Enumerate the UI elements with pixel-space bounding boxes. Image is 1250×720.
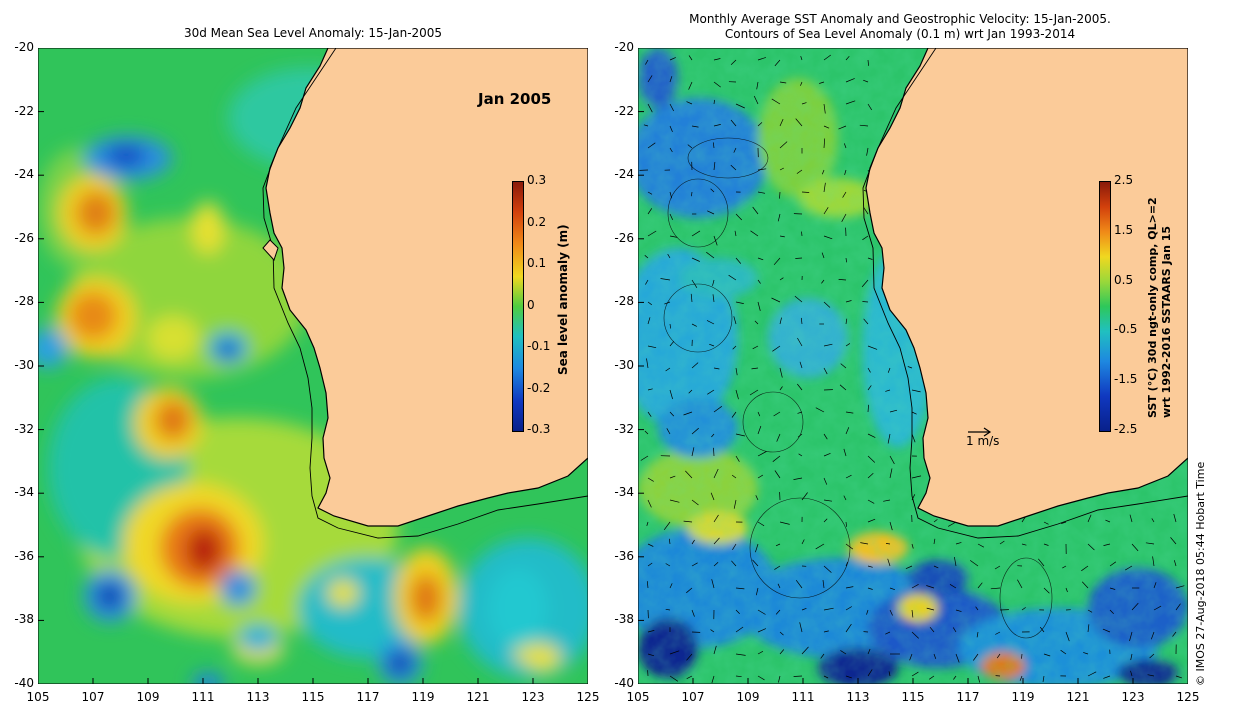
x-tick-label: 119: [411, 690, 435, 704]
right-map: [638, 48, 1188, 684]
colorbar-tick-label: 0: [527, 297, 535, 312]
y-tick-label: -22: [614, 103, 634, 118]
right-colorbar-label-line2: wrt 1992-2016 SSTAARS Jan 15: [1160, 225, 1173, 418]
y-tick-label: -20: [614, 40, 634, 54]
x-tick-label: 117: [956, 690, 980, 704]
y-tick-label: -36: [14, 548, 34, 563]
colorbar-tick-label: 0.1: [527, 256, 547, 270]
colorbar-tick-label: -1.5: [1114, 372, 1138, 387]
x-tick-label: 113: [846, 690, 870, 704]
x-tick-label: 119: [1011, 690, 1035, 704]
y-tick-label: -40: [14, 676, 34, 690]
velocity-scale-label: 1 m/s: [966, 434, 1000, 448]
y-tick-label: -38: [614, 612, 634, 627]
y-tick-label: -30: [14, 358, 34, 372]
y-tick-label: -32: [614, 421, 634, 436]
right-map-title-line2: Contours of Sea Level Anomaly (0.1 m) wr…: [724, 27, 1076, 41]
colorbar-tick-label: -2.5: [1114, 422, 1138, 436]
x-tick-label: 121: [1066, 690, 1090, 704]
y-tick-label: -22: [14, 103, 34, 118]
x-tick-label: 113: [246, 690, 270, 704]
y-tick-label: -26: [614, 230, 634, 245]
x-tick-label: 109: [736, 690, 760, 704]
y-tick-label: -28: [14, 294, 34, 309]
left-map: [38, 48, 588, 684]
x-tick-label: 111: [191, 690, 215, 704]
y-tick-label: -34: [14, 485, 34, 500]
colorbar-tick-label: 0.3: [527, 173, 547, 187]
colorbar-tick-label: 2.5: [1114, 173, 1134, 187]
credit-text: © IMOS 27-Aug-2018 05:44 Hobart Time: [1194, 461, 1207, 686]
colorbar-tick-label: -0.1: [527, 339, 551, 353]
left-colorbar: [512, 181, 524, 432]
x-tick-label: 123: [521, 690, 545, 704]
australia-land: [265, 48, 588, 527]
y-tick-label: -26: [14, 230, 34, 245]
left-map-title: 30d Mean Sea Level Anomaly: 15-Jan-2005: [183, 26, 443, 40]
colorbar-tick-label: 0.5: [1114, 272, 1134, 287]
right-colorbar-label-line1: SST (°C) 30d ngt-only comp, QL>=2: [1146, 197, 1159, 418]
y-tick-label: -20: [14, 40, 34, 54]
right-colorbar: [1099, 181, 1111, 432]
x-tick-label: 109: [136, 690, 160, 704]
colorbar-tick-label: -0.2: [527, 380, 551, 395]
colorbar-tick-label: -0.3: [527, 422, 551, 436]
x-tick-label: 125: [576, 690, 600, 704]
y-tick-label: -36: [614, 548, 634, 563]
x-tick-label: 115: [301, 690, 325, 704]
x-tick-label: 121: [466, 690, 490, 704]
x-tick-label: 105: [626, 690, 650, 704]
y-tick-label: -30: [614, 358, 634, 372]
y-tick-label: -38: [14, 612, 34, 627]
y-tick-label: -40: [614, 676, 634, 690]
right-map-title-line1: Monthly Average SST Anomaly and Geostrop…: [689, 12, 1111, 26]
y-tick-label: -32: [14, 421, 34, 436]
colorbar-tick-label: -0.5: [1114, 322, 1138, 337]
x-tick-label: 107: [81, 690, 105, 704]
sla-contours: [663, 137, 1053, 639]
y-tick-label: -24: [614, 167, 634, 182]
left-date-label: Jan 2005: [478, 90, 552, 108]
left-colorbar-label: Sea level anomaly (m): [556, 224, 570, 375]
y-tick-label: -34: [614, 485, 634, 500]
x-tick-label: 107: [681, 690, 705, 704]
sla-field: [38, 68, 588, 684]
velocity-scale-arrow: [968, 427, 992, 437]
y-tick-label: -28: [614, 294, 634, 309]
x-tick-label: 123: [1121, 690, 1145, 704]
x-tick-label: 115: [901, 690, 925, 704]
colorbar-tick-label: 1.5: [1114, 222, 1134, 237]
x-tick-label: 125: [1176, 690, 1200, 704]
x-tick-label: 105: [26, 690, 50, 704]
y-tick-label: -24: [14, 167, 34, 182]
x-tick-label: 111: [791, 690, 815, 704]
x-tick-label: 117: [356, 690, 380, 704]
colorbar-tick-label: 0.2: [527, 214, 547, 229]
